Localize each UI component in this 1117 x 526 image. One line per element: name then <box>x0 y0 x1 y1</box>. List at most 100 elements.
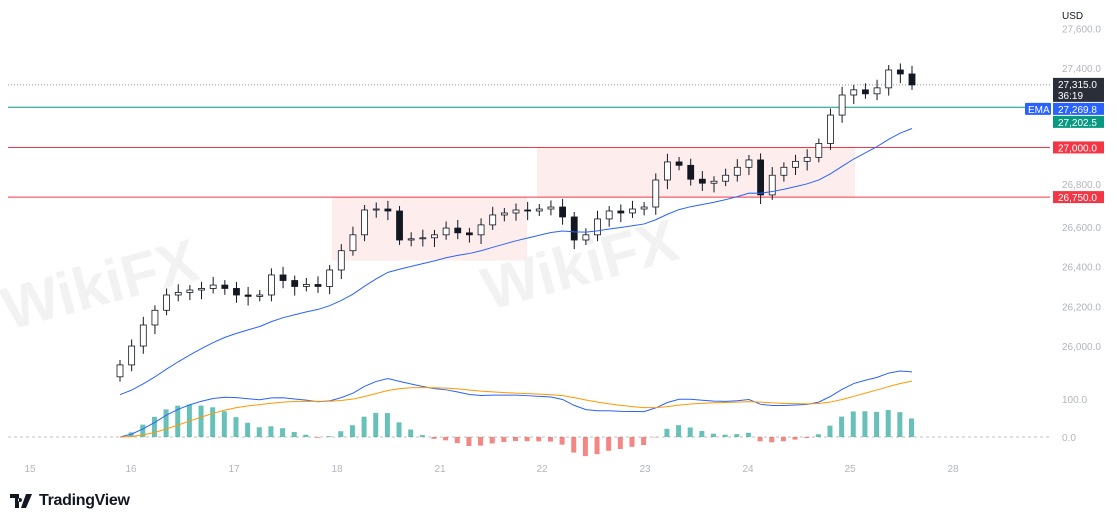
candle-body <box>139 324 147 347</box>
candle-body <box>862 89 869 95</box>
candle-body <box>838 94 846 116</box>
macd-histogram-bar <box>501 437 507 443</box>
candle-body <box>547 206 555 210</box>
x-tick-label: 15 <box>24 464 36 475</box>
macd-histogram-bar <box>594 437 600 455</box>
candle-body <box>477 224 485 236</box>
macd-histogram-bar <box>245 422 251 437</box>
macd-histogram-bar <box>408 429 414 437</box>
candle-body <box>314 284 322 287</box>
candle-body <box>698 178 706 184</box>
candle-body <box>512 209 520 214</box>
countdown-label: 36:19 <box>1058 91 1083 102</box>
macd-histogram-bar <box>745 432 751 437</box>
macd-histogram-bar <box>559 437 565 445</box>
candle-body <box>629 208 636 214</box>
macd-histogram-bar <box>454 437 460 444</box>
candle-body <box>535 208 543 212</box>
candle-body <box>489 214 497 226</box>
candle-body <box>268 274 275 296</box>
ema-tag <box>1025 102 1051 115</box>
macd-histogram-bar <box>338 431 344 437</box>
candle-body <box>640 206 648 210</box>
macd-histogram-bar <box>582 437 588 457</box>
candle-body <box>431 234 438 239</box>
macd-histogram-bar <box>897 412 903 437</box>
macd-histogram-bar <box>664 428 670 437</box>
candle-body <box>500 212 508 216</box>
macd-histogram-bar <box>315 437 320 438</box>
candle-body <box>733 166 741 176</box>
macd-histogram-bar <box>221 411 227 437</box>
price-tag <box>1053 102 1104 115</box>
candle-body <box>559 206 566 218</box>
macd-histogram-bar <box>699 431 705 437</box>
macd-histogram-bar <box>687 427 693 437</box>
zone-rect <box>537 147 855 198</box>
candle-body <box>256 294 264 297</box>
candle-body <box>652 179 660 208</box>
macd-histogram-bar <box>885 409 891 437</box>
macd-histogram-bar <box>547 437 553 442</box>
macd-histogram-bar <box>874 411 880 437</box>
x-tick-label: 21 <box>434 464 446 475</box>
candle-body <box>850 89 858 96</box>
candle-body <box>675 161 683 166</box>
candle-body <box>163 294 170 311</box>
macd-tick-label: 0.0 <box>1062 433 1076 444</box>
macd-histogram-bar <box>909 418 914 437</box>
macd-histogram-bar <box>734 434 740 437</box>
candle-body <box>233 288 240 296</box>
macd-histogram-bar <box>431 437 437 439</box>
candle-body <box>116 364 124 378</box>
candle-body <box>896 69 904 75</box>
macd-histogram-bar <box>489 437 495 444</box>
y-tick-label: 26,600.0 <box>1062 223 1101 234</box>
x-tick-label: 28 <box>947 464 959 475</box>
macd-histogram-bar <box>198 405 204 437</box>
candle-body <box>792 160 799 168</box>
macd-histogram-bar <box>373 412 379 437</box>
tradingview-logo: TradingView <box>10 492 130 510</box>
candle-body <box>209 284 217 289</box>
macd-histogram-bar <box>513 437 518 442</box>
macd-histogram-bar <box>349 425 355 437</box>
y-tick-label: 26,800.0 <box>1062 180 1101 191</box>
macd-histogram-bar <box>443 437 449 441</box>
candle-body <box>885 69 893 89</box>
macd-histogram-bar <box>384 413 390 437</box>
x-tick-label: 18 <box>331 464 343 475</box>
macd-histogram-bar <box>175 405 181 437</box>
candle-body <box>454 227 462 234</box>
macd-histogram-bar <box>233 417 239 437</box>
macd-histogram-bar <box>711 433 716 437</box>
macd-histogram-bar <box>466 437 472 446</box>
macd-histogram-bar <box>361 416 367 437</box>
macd-histogram-bar <box>862 411 868 437</box>
candle-body <box>745 159 753 168</box>
candle-body <box>419 237 427 240</box>
macd-histogram-bar <box>326 436 332 437</box>
candle-body <box>372 208 380 211</box>
macd-histogram-bar <box>478 437 484 446</box>
macd-histogram-bar <box>850 411 856 437</box>
candle-body <box>396 210 403 241</box>
macd-histogram-bar <box>804 437 810 439</box>
price-tag <box>1053 141 1104 154</box>
macd-tick-label: 100.0 <box>1062 395 1087 406</box>
candle-body <box>407 238 415 241</box>
candle-body <box>442 227 450 236</box>
macd-histogram-bar <box>606 437 612 451</box>
macd-histogram-bar <box>827 425 833 437</box>
price-tag-label: 27,269.8 <box>1058 105 1097 116</box>
macd-histogram-bar <box>140 424 146 437</box>
candle-body <box>151 309 159 326</box>
candle-body <box>466 232 473 236</box>
macd-histogram-bar <box>536 437 542 442</box>
candle-body <box>617 210 625 214</box>
candle-body <box>198 288 205 291</box>
candle-body <box>827 114 834 144</box>
y-tick-label: 27,400.0 <box>1062 64 1101 75</box>
macd-histogram-bar <box>722 434 728 437</box>
